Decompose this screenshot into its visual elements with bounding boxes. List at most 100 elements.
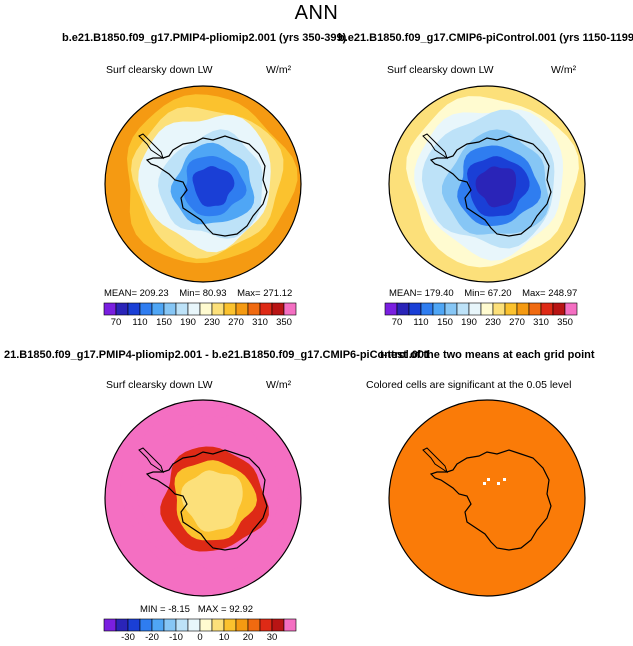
colorbar-box — [444, 302, 458, 316]
panel-3-case-title: 21.B1850.f09_g17.PMIP4-pliomip2.001 - b.… — [4, 349, 431, 361]
colorbar-box — [127, 302, 141, 316]
colorbar-box — [259, 302, 273, 316]
colorbar-tick-label: -20 — [145, 632, 159, 643]
colorbar-tick-label: 20 — [242, 632, 254, 643]
colorbar-panel-1-labels: 70 110 150 190 230 270 310 350 — [104, 317, 296, 331]
panel-4-case-title: t-test of the two means at each grid poi… — [380, 349, 595, 361]
significance-fill — [389, 400, 585, 596]
colorbar-box — [271, 302, 285, 316]
antarctic-peninsula-coastline — [422, 447, 448, 474]
colorbar-tick-label: -30 — [121, 632, 135, 643]
nonsignificant-cell — [483, 482, 486, 485]
colorbar-box — [175, 618, 189, 632]
colorbar-box — [396, 302, 410, 316]
colorbar-box — [468, 302, 482, 316]
colorbar-box — [564, 302, 578, 316]
panel-3-units: W/m² — [266, 379, 292, 391]
panel-2-mean: MEAN= 179.40 — [389, 288, 454, 299]
antarctic-peninsula-coastline — [138, 447, 164, 474]
colorbar-tick-label: 70 — [110, 317, 122, 328]
colorbar-tick-label: 350 — [276, 317, 292, 328]
colorbar-box — [187, 302, 201, 316]
colorbar-box — [163, 302, 177, 316]
map-boundary — [388, 85, 586, 283]
map-boundary — [104, 399, 302, 597]
panel-4-subtitle: Colored cells are significant at the 0.0… — [366, 379, 572, 391]
map-boundary — [104, 85, 302, 283]
colorbar-box — [420, 302, 434, 316]
page-title: ANN — [294, 2, 339, 24]
colorbar-box — [540, 302, 554, 316]
colorbar-box — [223, 302, 237, 316]
colorbar-box — [223, 618, 237, 632]
map-panel-3 — [104, 399, 302, 597]
panel-2-case-title: b.e21.B1850.f09_g17.CMIP6-piControl.001 … — [338, 32, 633, 44]
panel-2-units: W/m² — [551, 64, 577, 76]
colorbar-box — [259, 618, 273, 632]
colorbar-box — [504, 302, 518, 316]
colorbar-box — [247, 302, 261, 316]
panel-1-min: Min= 80.93 — [179, 288, 227, 299]
map-panel-1 — [104, 85, 302, 283]
colorbar-box — [283, 302, 297, 316]
colorbar-panel-2-labels: 70 110 150 190 230 270 310 350 — [385, 317, 577, 331]
colorbar-box — [175, 302, 189, 316]
colorbar-box — [432, 302, 446, 316]
colorbar-box — [283, 618, 297, 632]
colorbar-box — [384, 302, 398, 316]
colorbar-box — [516, 302, 530, 316]
colorbar-box — [528, 302, 542, 316]
colorbar-tick-label: 230 — [204, 317, 220, 328]
colorbar-box — [480, 302, 494, 316]
colorbar-panel-1 — [103, 302, 297, 316]
colorbar-box — [211, 302, 225, 316]
colorbar-box — [115, 618, 129, 632]
antarctic-peninsula-coastline — [422, 133, 448, 160]
panel-1-units: W/m² — [266, 64, 292, 76]
panel-1-case-title: b.e21.B1850.f09_g17.PMIP4-pliomip2.001 (… — [62, 32, 347, 44]
colorbar-tick-label: 270 — [509, 317, 525, 328]
colorbar-tick-label: 190 — [461, 317, 477, 328]
colorbar-tick-label: 150 — [156, 317, 172, 328]
map-boundary — [388, 399, 586, 597]
colorbar-box — [492, 302, 506, 316]
colorbar-box — [235, 618, 249, 632]
colorbar-tick-label: 190 — [180, 317, 196, 328]
colorbar-tick-label: 310 — [533, 317, 549, 328]
colorbar-box — [271, 618, 285, 632]
contour-band-plateau — [475, 166, 517, 208]
colorbar-panel-3 — [103, 618, 297, 632]
nonsignificant-cell — [503, 478, 506, 481]
colorbar-box — [127, 618, 141, 632]
colorbar-tick-label: 270 — [228, 317, 244, 328]
panel-2-variable: Surf clearsky down LW — [387, 64, 494, 76]
colorbar-box — [408, 302, 422, 316]
colorbar-box — [456, 302, 470, 316]
panel-2-min: Min= 67.20 — [464, 288, 512, 299]
colorbar-tick-label: 110 — [132, 317, 148, 328]
colorbar-tick-label: 150 — [437, 317, 453, 328]
colorbar-panel-3-labels: -30 -20 -10 0 10 20 30 — [104, 632, 296, 646]
antarctica-coastline — [429, 135, 552, 237]
colorbar-box — [199, 302, 213, 316]
colorbar-tick-label: 0 — [197, 632, 203, 643]
colorbar-tick-label: 230 — [485, 317, 501, 328]
colorbar-box — [115, 302, 129, 316]
colorbar-tick-label: 350 — [557, 317, 573, 328]
colorbar-box — [552, 302, 566, 316]
antarctica-coastline — [429, 449, 552, 551]
colorbar-box — [199, 618, 213, 632]
panel-2-max: Max= 248.97 — [522, 288, 578, 299]
colorbar-panel-2 — [384, 302, 578, 316]
colorbar-tick-label: 310 — [252, 317, 268, 328]
colorbar-tick-label: 30 — [266, 632, 278, 643]
colorbar-box — [211, 618, 225, 632]
panel-3-min: MIN = -8.15 — [140, 604, 190, 615]
map-panel-2 — [388, 85, 586, 283]
panel-3-variable: Surf clearsky down LW — [106, 379, 213, 391]
nonsignificant-cell — [497, 482, 500, 485]
panel-1-stats: MEAN= 209.23 Min= 80.93 Max= 271.12 — [104, 288, 292, 299]
colorbar-box — [163, 618, 177, 632]
colorbar-box — [151, 302, 165, 316]
contour-band-plateau — [181, 470, 243, 532]
